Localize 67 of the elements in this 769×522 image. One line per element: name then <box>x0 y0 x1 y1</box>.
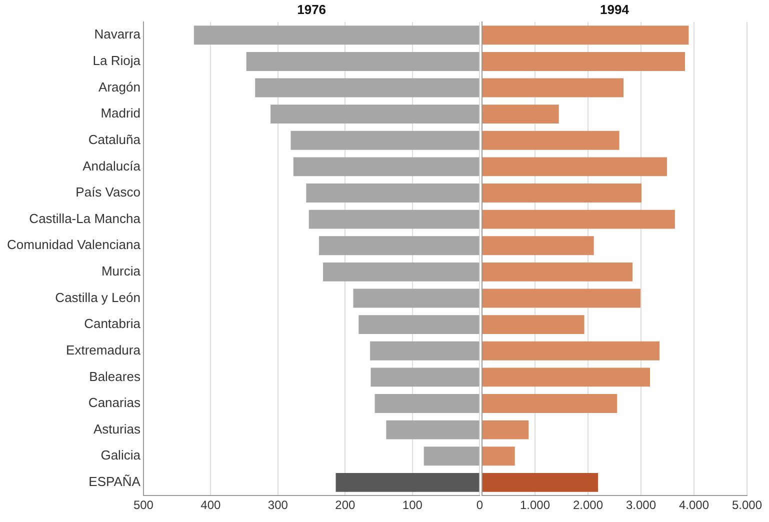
y-tick-label: Canarias <box>88 395 141 410</box>
bar <box>308 210 480 229</box>
y-tick-label: Castilla y León <box>55 290 140 305</box>
x-tick-label: 3.000 <box>626 498 656 512</box>
y-tick-label: Madrid <box>100 106 140 121</box>
bar <box>374 394 480 413</box>
bar <box>370 368 480 387</box>
bar <box>386 420 480 440</box>
y-tick-label: Extremadura <box>66 342 142 358</box>
bar <box>270 104 480 124</box>
x-tick-label: 300 <box>268 498 288 512</box>
bar <box>482 78 624 98</box>
bar <box>318 236 480 256</box>
bar <box>482 288 640 308</box>
x-tick-label: 100 <box>402 498 423 512</box>
x-tick-label: 4.000 <box>678 498 710 512</box>
x-tick-label: 200 <box>335 498 356 512</box>
bar <box>370 341 480 360</box>
bar <box>482 315 584 334</box>
y-tick-label: Comunidad Valenciana <box>6 237 142 252</box>
x-tick-label: 2.000 <box>572 498 604 512</box>
chart-title: 1976 <box>297 2 326 18</box>
bar <box>482 420 529 440</box>
y-tick-label: Cataluña <box>88 132 142 147</box>
bar <box>482 368 650 387</box>
x-tick-label: 0 <box>476 498 484 512</box>
y-tick-label: Galicia <box>100 448 142 463</box>
bar <box>424 446 480 466</box>
bar <box>482 341 660 360</box>
x-tick-label: 400 <box>200 498 222 512</box>
bar <box>482 52 685 71</box>
y-tick-label: Cantabria <box>84 316 142 332</box>
chart-title: 1994 <box>600 2 630 18</box>
bar <box>482 130 620 150</box>
y-tick-label: Castilla-La Mancha <box>29 210 142 226</box>
y-tick-label: La Rioja <box>92 53 142 68</box>
y-tick-label: País Vasco <box>76 184 140 200</box>
bar <box>482 210 675 229</box>
x-tick-label: 1.000 <box>520 498 550 512</box>
bar <box>322 262 480 282</box>
bar <box>353 288 480 308</box>
bar <box>246 52 480 71</box>
bar <box>482 472 598 492</box>
bar <box>482 236 594 256</box>
bar <box>482 157 667 176</box>
bar <box>290 130 480 150</box>
bar <box>482 26 689 45</box>
bar <box>482 104 559 124</box>
bar <box>194 26 480 45</box>
y-tick-label: Asturias <box>93 421 141 436</box>
bar <box>255 78 480 98</box>
y-tick-label: Navarra <box>94 26 142 42</box>
bar <box>306 184 480 202</box>
y-tick-label: Andalucía <box>82 158 142 174</box>
y-tick-label: Aragón <box>98 79 140 94</box>
x-tick-label: 5.000 <box>732 498 762 512</box>
bar <box>358 315 480 334</box>
bar <box>482 394 618 413</box>
bar <box>482 262 633 282</box>
bar <box>482 184 642 202</box>
bar <box>336 472 480 492</box>
bar <box>482 446 515 466</box>
y-tick-label: Baleares <box>89 368 141 384</box>
y-tick-label: Murcia <box>101 264 142 279</box>
y-tick-label: ESPAÑA <box>88 474 141 490</box>
bar <box>293 157 480 176</box>
x-tick-label: 500 <box>133 498 154 512</box>
